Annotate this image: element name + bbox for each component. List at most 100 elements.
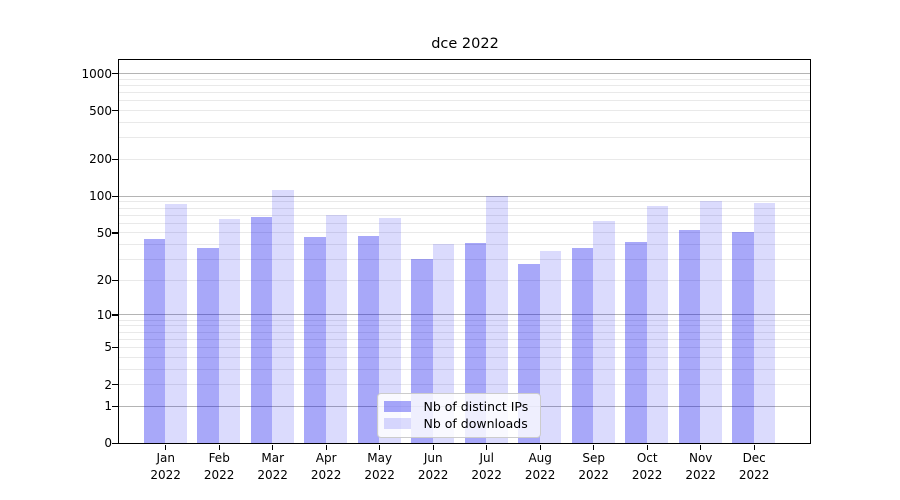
bar-oct-distinct-ips — [625, 241, 647, 443]
ytick-label-2: 2 — [104, 377, 112, 392]
xtick-mark-jan — [165, 444, 167, 450]
gridline-minor — [118, 122, 811, 123]
xtick-label-may: May 2022 — [364, 451, 395, 482]
bar-may-distinct-ips — [357, 235, 380, 443]
ytick-label-1000: 1000 — [81, 66, 112, 81]
gridline-minor — [118, 84, 811, 86]
xtick-mark-nov — [700, 444, 702, 450]
bar-nov-distinct-ips — [678, 230, 701, 443]
legend-entry-downloads: Nb of downloads — [383, 415, 533, 433]
bar-may-downloads — [379, 217, 401, 443]
ytick-mark-2 — [112, 383, 118, 386]
xtick-mark-mar — [272, 444, 274, 450]
xtick-label-feb: Feb 2022 — [203, 451, 235, 482]
ytick-label-10: 10 — [96, 307, 112, 322]
gridline-minor — [118, 214, 811, 216]
xtick-label-aug: Aug 2022 — [524, 451, 556, 482]
gridline-minor — [118, 201, 811, 203]
legend-label-distinct-ips: Nb of distinct IPs — [423, 398, 529, 414]
bar-dec-downloads — [753, 202, 776, 443]
legend: Nb of distinct IPs Nb of downloads — [376, 392, 541, 438]
xtick-mark-jun — [432, 444, 434, 450]
gridline-minor — [118, 137, 811, 139]
xtick-label-jun: Jun 2022 — [417, 451, 449, 482]
gridline-minor — [118, 259, 811, 260]
ytick-label-5: 5 — [104, 340, 112, 355]
ytick-label-1: 1 — [104, 399, 112, 414]
gridline-minor — [118, 325, 811, 327]
gridline-minor — [118, 158, 811, 160]
gridline-minor — [118, 356, 811, 358]
xtick-label-dec: Dec 2022 — [738, 451, 770, 482]
xtick-label-oct: Oct 2022 — [631, 451, 663, 482]
bar-sep-distinct-ips — [571, 248, 594, 443]
gridline-minor — [118, 100, 811, 102]
bar-feb-distinct-ips — [197, 248, 219, 443]
gridline-minor — [118, 92, 811, 94]
ytick-mark-1 — [112, 405, 118, 407]
bar-feb-downloads — [218, 218, 241, 443]
gridline-minor — [118, 319, 811, 321]
xtick-mark-aug — [539, 444, 541, 450]
bar-apr-downloads — [325, 214, 348, 443]
chart-title: dce 2022 — [431, 36, 499, 52]
xtick-label-jul: Jul 2022 — [471, 451, 502, 482]
ytick-mark-500 — [112, 109, 118, 112]
gridline-minor — [118, 110, 811, 112]
xtick-label-jan: Jan 2022 — [150, 451, 181, 482]
bar-mar-downloads — [272, 189, 294, 443]
gridline-minor — [118, 346, 811, 348]
xtick-mark-oct — [646, 444, 648, 450]
xtick-mark-feb — [218, 444, 220, 450]
legend-swatch-distinct-ips — [383, 400, 411, 412]
legend-entry-distinct-ips: Nb of distinct IPs — [383, 398, 533, 416]
ytick-label-20: 20 — [96, 273, 112, 288]
gridline-minor — [118, 232, 811, 234]
gridline-major — [118, 314, 811, 316]
ytick-mark-20 — [112, 279, 118, 282]
bar-nov-downloads — [700, 201, 722, 443]
gridline-minor — [118, 384, 811, 385]
ytick-mark-200 — [112, 158, 118, 161]
gridline-major — [118, 195, 811, 197]
gridline-minor — [118, 368, 811, 370]
bar-oct-downloads — [646, 206, 669, 443]
ytick-mark-50 — [112, 232, 118, 234]
xtick-label-mar: Mar 2022 — [257, 451, 288, 482]
bar-jan-downloads — [165, 203, 187, 443]
xtick-mark-may — [379, 444, 381, 450]
xtick-mark-sep — [593, 444, 595, 450]
gridline-minor — [118, 222, 811, 224]
xtick-mark-jul — [486, 444, 488, 450]
bar-mar-distinct-ips — [250, 216, 273, 443]
xtick-label-sep: Sep 2022 — [578, 451, 609, 482]
ytick-mark-0 — [112, 442, 118, 444]
xtick-mark-dec — [753, 444, 755, 450]
bar-sep-downloads — [593, 221, 615, 443]
ytick-label-200: 200 — [89, 152, 112, 167]
gridline-minor — [118, 338, 811, 340]
ytick-mark-1000 — [112, 72, 118, 75]
gridline-minor — [118, 207, 811, 209]
gridline-minor — [118, 331, 811, 333]
bar-aug-downloads — [539, 251, 562, 443]
gridline-minor — [118, 244, 811, 246]
ytick-mark-100 — [112, 195, 118, 197]
ytick-label-0: 0 — [104, 436, 112, 451]
gridline-major — [118, 73, 811, 75]
ytick-label-500: 500 — [89, 103, 112, 118]
ytick-mark-10 — [112, 314, 118, 316]
plot-area: Nb of distinct IPs Nb of downloads — [117, 58, 812, 444]
bar-jul-downloads — [486, 195, 508, 443]
legend-label-downloads: Nb of downloads — [423, 416, 528, 432]
xtick-label-nov: Nov 2022 — [685, 451, 716, 482]
bar-dec-distinct-ips — [732, 232, 754, 443]
bar-apr-distinct-ips — [304, 236, 326, 443]
xtick-mark-apr — [325, 444, 327, 450]
ytick-label-50: 50 — [96, 225, 112, 240]
gridline-minor — [118, 78, 811, 80]
xtick-label-apr: Apr 2022 — [310, 451, 342, 482]
ytick-label-100: 100 — [89, 189, 112, 204]
bar-jan-distinct-ips — [143, 239, 166, 443]
